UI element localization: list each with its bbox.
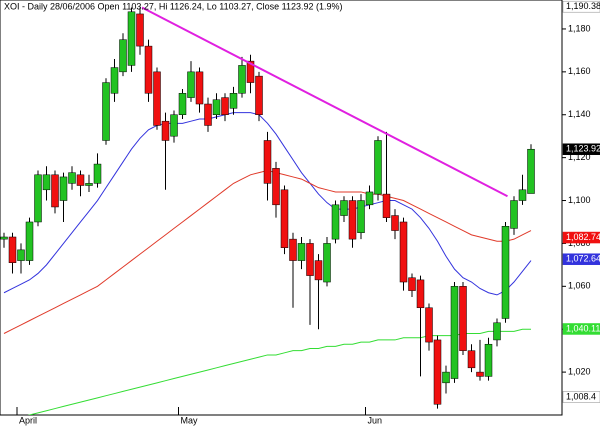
- candle-body: [42, 174, 51, 191]
- candle-body: [102, 82, 110, 141]
- candle-body: [110, 67, 119, 94]
- candle-body: [459, 286, 467, 351]
- candle-body: [391, 215, 399, 231]
- candle-body: [425, 307, 433, 343]
- candle-body: [187, 71, 195, 98]
- price-label: 1,072.64: [566, 254, 600, 264]
- price-label: 1,008.4: [566, 391, 596, 401]
- y-tick-label: 1,160: [568, 66, 591, 76]
- candle-body: [493, 322, 501, 341]
- candle-body: [416, 279, 425, 309]
- candle-body: [195, 71, 204, 105]
- candle-body: [280, 189, 289, 248]
- candle-body: [0, 236, 8, 240]
- candle-body: [476, 371, 484, 377]
- price-label-box: [562, 323, 600, 335]
- candle-body: [467, 350, 476, 369]
- x-tick-label: Jun: [368, 415, 383, 425]
- trendline: [141, 6, 508, 198]
- candle-body: [119, 39, 127, 73]
- candle-body: [170, 114, 178, 137]
- candle-body: [527, 148, 535, 194]
- candle-body: [238, 65, 246, 94]
- candle-body: [348, 200, 357, 240]
- y-tick-label: 1,020: [568, 366, 591, 376]
- candle-body: [221, 97, 229, 115]
- candle-body: [399, 221, 408, 283]
- candle-body: [272, 168, 280, 206]
- candle-body: [17, 249, 25, 261]
- candle-body: [34, 174, 42, 223]
- y-tick-label: 1,120: [568, 152, 591, 162]
- candle-body: [289, 238, 297, 261]
- candle-body: [59, 176, 68, 201]
- candle-body: [85, 183, 93, 186]
- candle-body: [314, 260, 323, 281]
- price-label-box: [562, 143, 600, 155]
- moving-average: [3, 112, 532, 296]
- candle-body: [510, 200, 518, 229]
- candle-body: [297, 243, 306, 261]
- candle-body: [204, 103, 212, 126]
- candle-body: [340, 200, 348, 216]
- candle-body: [323, 243, 331, 283]
- chart-title: XOI - Daily 28/06/2006 Open 1103.27, Hi …: [4, 1, 343, 11]
- candle-body: [229, 93, 238, 109]
- candle-body: [484, 343, 493, 377]
- candle-body: [25, 221, 34, 261]
- moving-average: [27, 328, 531, 415]
- price-label-box: [562, 391, 600, 403]
- plot-area: [0, 6, 535, 415]
- price-label: 1,040.11: [566, 323, 600, 333]
- candle-body: [365, 191, 374, 206]
- candle-body: [382, 193, 391, 218]
- candle-body: [51, 174, 59, 208]
- x-tick-label: April: [19, 415, 37, 425]
- candle-body: [212, 99, 221, 115]
- candle-body: [408, 277, 416, 291]
- candle-body: [450, 286, 459, 379]
- candle-body: [331, 204, 340, 240]
- price-label-box: [562, 0, 600, 13]
- candle-body: [374, 140, 382, 195]
- candle-body: [255, 75, 263, 115]
- price-label: 1,190.38: [566, 1, 600, 11]
- candle-body: [442, 371, 450, 384]
- candle-body: [518, 189, 527, 201]
- y-tick-label: 1,060: [568, 281, 591, 291]
- candle-body: [144, 45, 153, 94]
- price-label-box: [562, 231, 600, 244]
- candle-body: [306, 243, 314, 276]
- candle-body: [501, 226, 510, 319]
- candle-body: [136, 13, 144, 47]
- candle-body: [263, 140, 272, 184]
- price-label: 1,123.92: [566, 144, 600, 154]
- x-tick-label: May: [181, 415, 199, 425]
- candle-body: [8, 236, 17, 263]
- price-label-box: [562, 253, 600, 265]
- candle-body: [76, 174, 85, 186]
- price-label: 1,082.74: [566, 232, 600, 242]
- candle-body: [178, 93, 187, 115]
- y-tick-label: 1,180: [568, 23, 591, 33]
- candle-body: [153, 71, 161, 126]
- candle-body: [161, 120, 170, 141]
- y-tick-label: 1,140: [568, 109, 591, 119]
- candle-body: [127, 11, 136, 66]
- candle-body: [93, 163, 102, 184]
- y-tick-label: 1,100: [568, 195, 591, 205]
- candle-body: [357, 200, 365, 233]
- candle-body: [246, 60, 255, 83]
- candle-body: [68, 172, 76, 184]
- candle-body: [433, 339, 442, 405]
